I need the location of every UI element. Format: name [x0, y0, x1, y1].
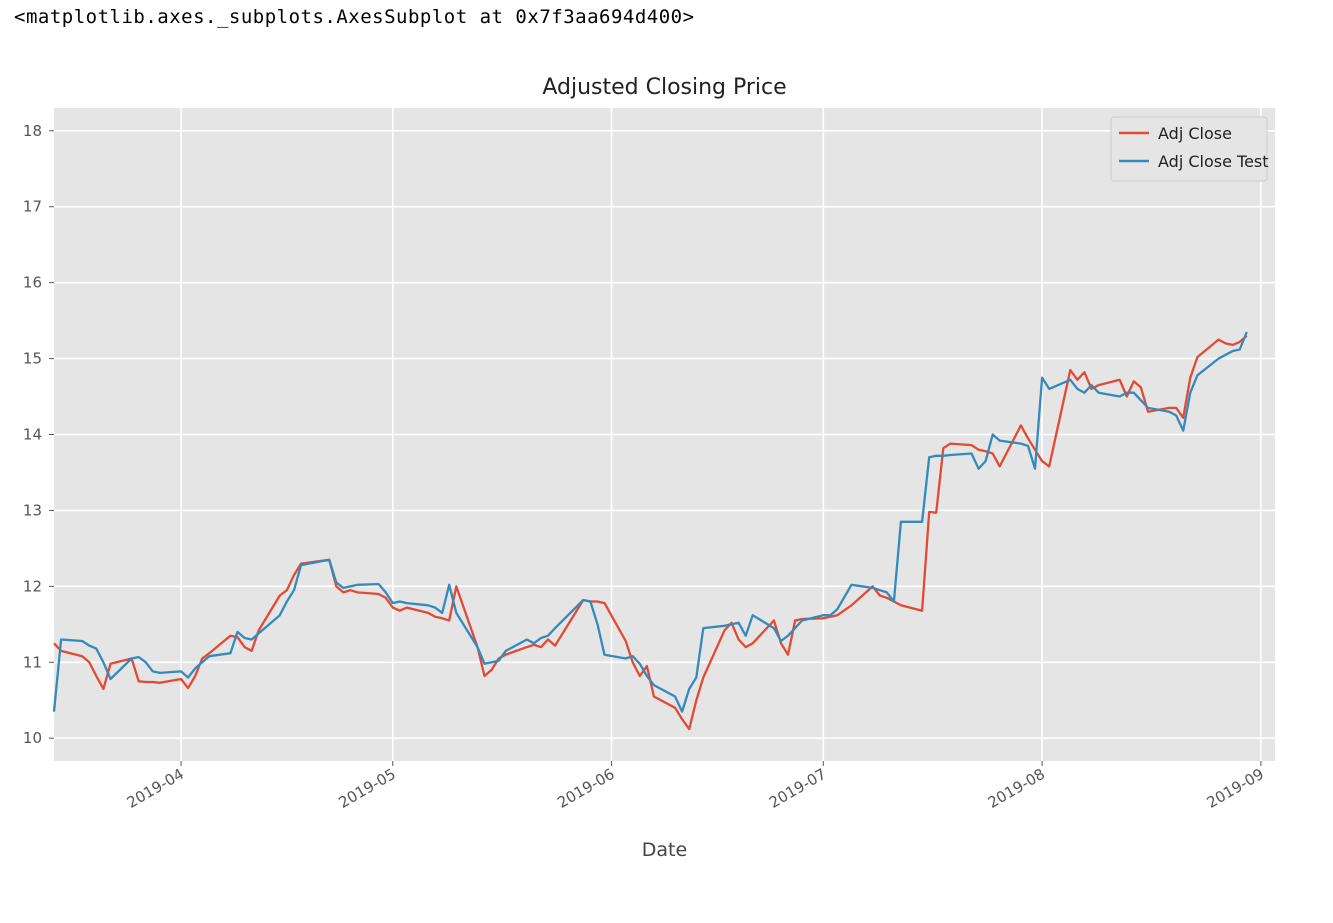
x-tick-label-4: 2019-08	[985, 765, 1048, 812]
x-tick-label-3: 2019-07	[766, 765, 829, 812]
legend-box	[1110, 116, 1268, 182]
y-tick-label-4: 14	[23, 426, 42, 444]
y-tick-label-6: 16	[23, 274, 42, 292]
y-tick-label-7: 17	[23, 198, 42, 216]
x-tick-label-1: 2019-05	[335, 765, 398, 812]
series-line-adj-close	[53, 334, 1248, 731]
x-tick-label-0: 2019-04	[124, 765, 187, 812]
y-tick-label-2: 12	[23, 577, 42, 595]
chart-title: Adjusted Closing Price	[542, 75, 786, 100]
legend-label-adj-close: Adj Close	[1158, 124, 1232, 143]
legend-label-adj-close-test: Adj Close Test	[1158, 152, 1269, 171]
x-tick-label-5: 2019-09	[1204, 765, 1267, 812]
y-tick-label-5: 15	[23, 350, 42, 368]
grid-lines	[54, 108, 1275, 761]
legend: Adj Close Adj Close Test	[1110, 116, 1269, 182]
series-line-adj-close-test	[52, 331, 1248, 713]
y-tick-label-3: 13	[23, 501, 42, 519]
output-repr-text: <matplotlib.axes._subplots.AxesSubplot a…	[14, 6, 695, 28]
x-axis-label: Date	[642, 839, 687, 861]
x-tick-label-2: 2019-06	[554, 765, 617, 812]
y-axis-ticks: 10 11 12 13 14 15 16 17 18	[23, 122, 54, 747]
y-tick-label-1: 11	[23, 653, 42, 671]
y-tick-label-8: 18	[23, 122, 42, 140]
x-axis-ticks: 2019-04 2019-05 2019-06 2019-07 2019-08 2019-…	[124, 761, 1267, 812]
series-lines	[52, 331, 1248, 731]
y-tick-label-0: 10	[23, 729, 42, 747]
